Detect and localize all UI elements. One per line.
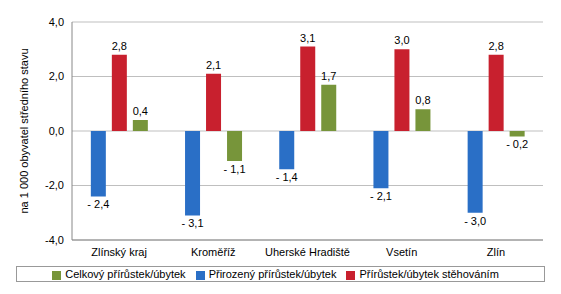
svg-text:2,1: 2,1: [206, 59, 221, 71]
svg-text:- 2,4: - 2,4: [87, 198, 109, 210]
svg-text:- 3,0: - 3,0: [464, 215, 486, 227]
svg-text:Zlínský kraj: Zlínský kraj: [91, 246, 147, 258]
svg-text:- 0,2: - 0,2: [506, 138, 528, 150]
svg-text:Kroměříž: Kroměříž: [191, 246, 236, 258]
svg-text:2,8: 2,8: [112, 40, 127, 52]
html-text:Přírůstek/úbytek stěhováním: Přírůstek/úbytek stěhováním: [359, 268, 499, 280]
svg-text:-4,0: -4,0: [45, 234, 64, 246]
svg-text:na 1 000 obyvatel středního st: na 1 000 obyvatel středního stavu: [18, 48, 30, 213]
svg-text:- 3,1: - 3,1: [182, 217, 204, 229]
svg-text:3,0: 3,0: [394, 34, 409, 46]
svg-text:0,0: 0,0: [49, 125, 64, 137]
svg-text:1,7: 1,7: [321, 70, 336, 82]
html-text:Celkový přírůstek/úbytek: Celkový přírůstek/úbytek: [65, 268, 186, 280]
svg-text:- 1,4: - 1,4: [276, 171, 298, 183]
svg-text:0,8: 0,8: [415, 94, 430, 106]
svg-text:Vsetín: Vsetín: [386, 246, 417, 258]
svg-text:Uherské Hradiště: Uherské Hradiště: [265, 246, 350, 258]
svg-text:2,0: 2,0: [49, 70, 64, 82]
svg-text:0,4: 0,4: [133, 105, 148, 117]
svg-text:-2,0: -2,0: [45, 179, 64, 191]
svg-text:3,1: 3,1: [300, 32, 315, 44]
svg-text:- 2,1: - 2,1: [370, 190, 392, 202]
svg-text:4,0: 4,0: [49, 16, 64, 28]
svg-text:Zlín: Zlín: [487, 246, 505, 258]
svg-text:- 1,1: - 1,1: [224, 163, 246, 175]
svg-text:2,8: 2,8: [488, 40, 503, 52]
html-text:Přirozený přírůstek/úbytek: Přirozený přírůstek/úbytek: [208, 268, 337, 280]
